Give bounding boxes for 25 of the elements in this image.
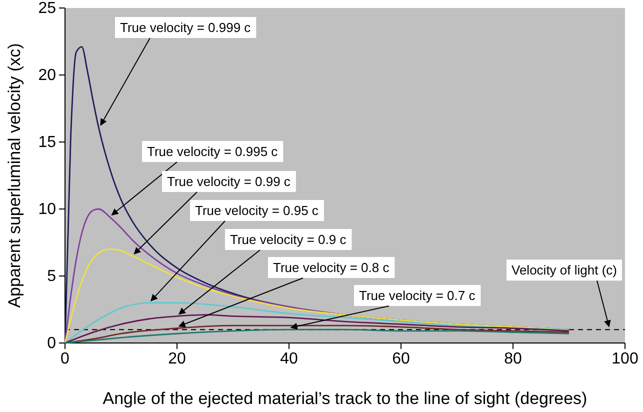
y-tick-label: 15 <box>38 134 56 152</box>
ref-line-label: Velocity of light (c) <box>512 262 617 278</box>
line-series <box>64 314 570 344</box>
y-tick-label: 20 <box>38 67 56 84</box>
x-tick-label: 20 <box>168 350 186 368</box>
y-tick-label: 0 <box>47 335 56 352</box>
y-tick-label: 25 <box>38 0 56 18</box>
x-tick-label: 100 <box>612 350 638 368</box>
text: True velocity = 0.95 c <box>195 203 319 218</box>
x-tick-label: 60 <box>392 350 410 368</box>
text: True velocity = 0.7 c <box>359 288 476 303</box>
x-tick-label: 40 <box>280 350 298 368</box>
x-tick-label: 80 <box>504 350 522 368</box>
y-tick-label: 10 <box>38 201 56 218</box>
text: True velocity = 0.99 c <box>167 174 291 189</box>
y-axis-title: Apparent superluminal velocity (xc) <box>5 43 24 308</box>
line-series <box>64 302 570 344</box>
y-tick-label: 5 <box>47 268 56 286</box>
text: True velocity = 0.8 c <box>273 260 390 275</box>
text: True velocity = 0.995 c <box>147 144 278 159</box>
line-series <box>64 328 570 344</box>
text: True velocity = 0.9 c <box>230 232 347 247</box>
text: True velocity = 0.999 c <box>120 20 252 35</box>
x-axis-title: Angle of the ejected material’s track to the line of sight (degrees) <box>102 389 588 408</box>
x-tick-label: 0 <box>60 350 70 368</box>
